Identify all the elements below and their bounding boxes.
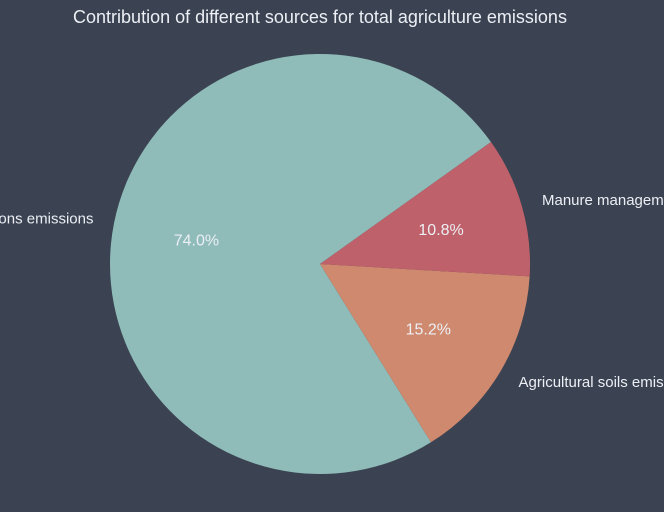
pie-slice (110, 53, 491, 475)
pie-slice (320, 142, 530, 277)
slice-category-label: Agricultural soils emissions (519, 374, 664, 391)
slice-percent-label: 15.2% (406, 321, 451, 338)
slice-category-label: Manure management emissions (542, 192, 664, 209)
slice-percent-label: 74.0% (174, 232, 219, 249)
slice-percent-label: 10.8% (418, 222, 463, 239)
slice-category-label: Livestocks fermentations emissions (0, 211, 93, 228)
chart-title: Contribution of different sources for to… (73, 7, 567, 27)
pie-slice (320, 264, 530, 443)
